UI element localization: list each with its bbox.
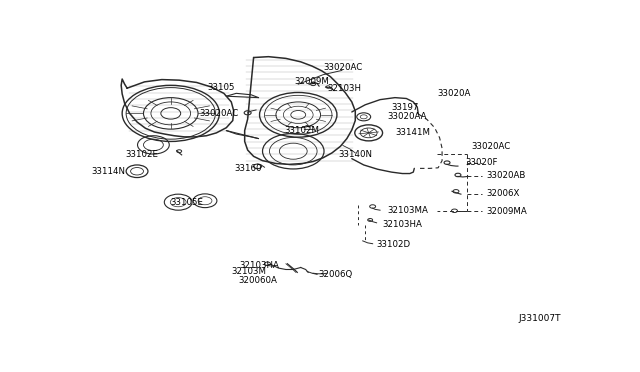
Text: 33020F: 33020F [466, 158, 499, 167]
Text: 33105: 33105 [207, 83, 235, 92]
Text: J331007T: J331007T [518, 314, 561, 323]
Text: 33020AA: 33020AA [388, 112, 427, 121]
Text: 32103MA: 32103MA [388, 206, 428, 215]
Text: 320060A: 320060A [238, 276, 277, 285]
Text: 32009MA: 32009MA [486, 207, 527, 216]
Text: 32009M: 32009M [294, 77, 330, 86]
Text: 32103M: 32103M [231, 267, 266, 276]
Text: 33020AC: 33020AC [323, 63, 362, 72]
Text: 32006X: 32006X [486, 189, 520, 198]
Text: 33105E: 33105E [170, 198, 203, 207]
Text: 33020AC: 33020AC [200, 109, 239, 118]
Text: 32103H: 32103H [328, 84, 362, 93]
Text: 33141M: 33141M [395, 128, 430, 137]
Text: 33102E: 33102E [125, 150, 158, 158]
Text: 33102M: 33102M [285, 126, 320, 135]
Text: 33020AB: 33020AB [486, 171, 526, 180]
Text: 33197: 33197 [392, 103, 419, 112]
Text: 33102D: 33102D [376, 240, 411, 249]
Text: 33160: 33160 [234, 164, 261, 173]
Text: 32103HA: 32103HA [383, 220, 422, 229]
Text: 33114N: 33114N [92, 167, 125, 176]
Text: 32103HA: 32103HA [239, 261, 280, 270]
Text: 32006Q: 32006Q [318, 270, 353, 279]
Text: 33140N: 33140N [339, 150, 372, 160]
Text: 33020AC: 33020AC [472, 142, 511, 151]
Text: 33020A: 33020A [437, 89, 470, 98]
